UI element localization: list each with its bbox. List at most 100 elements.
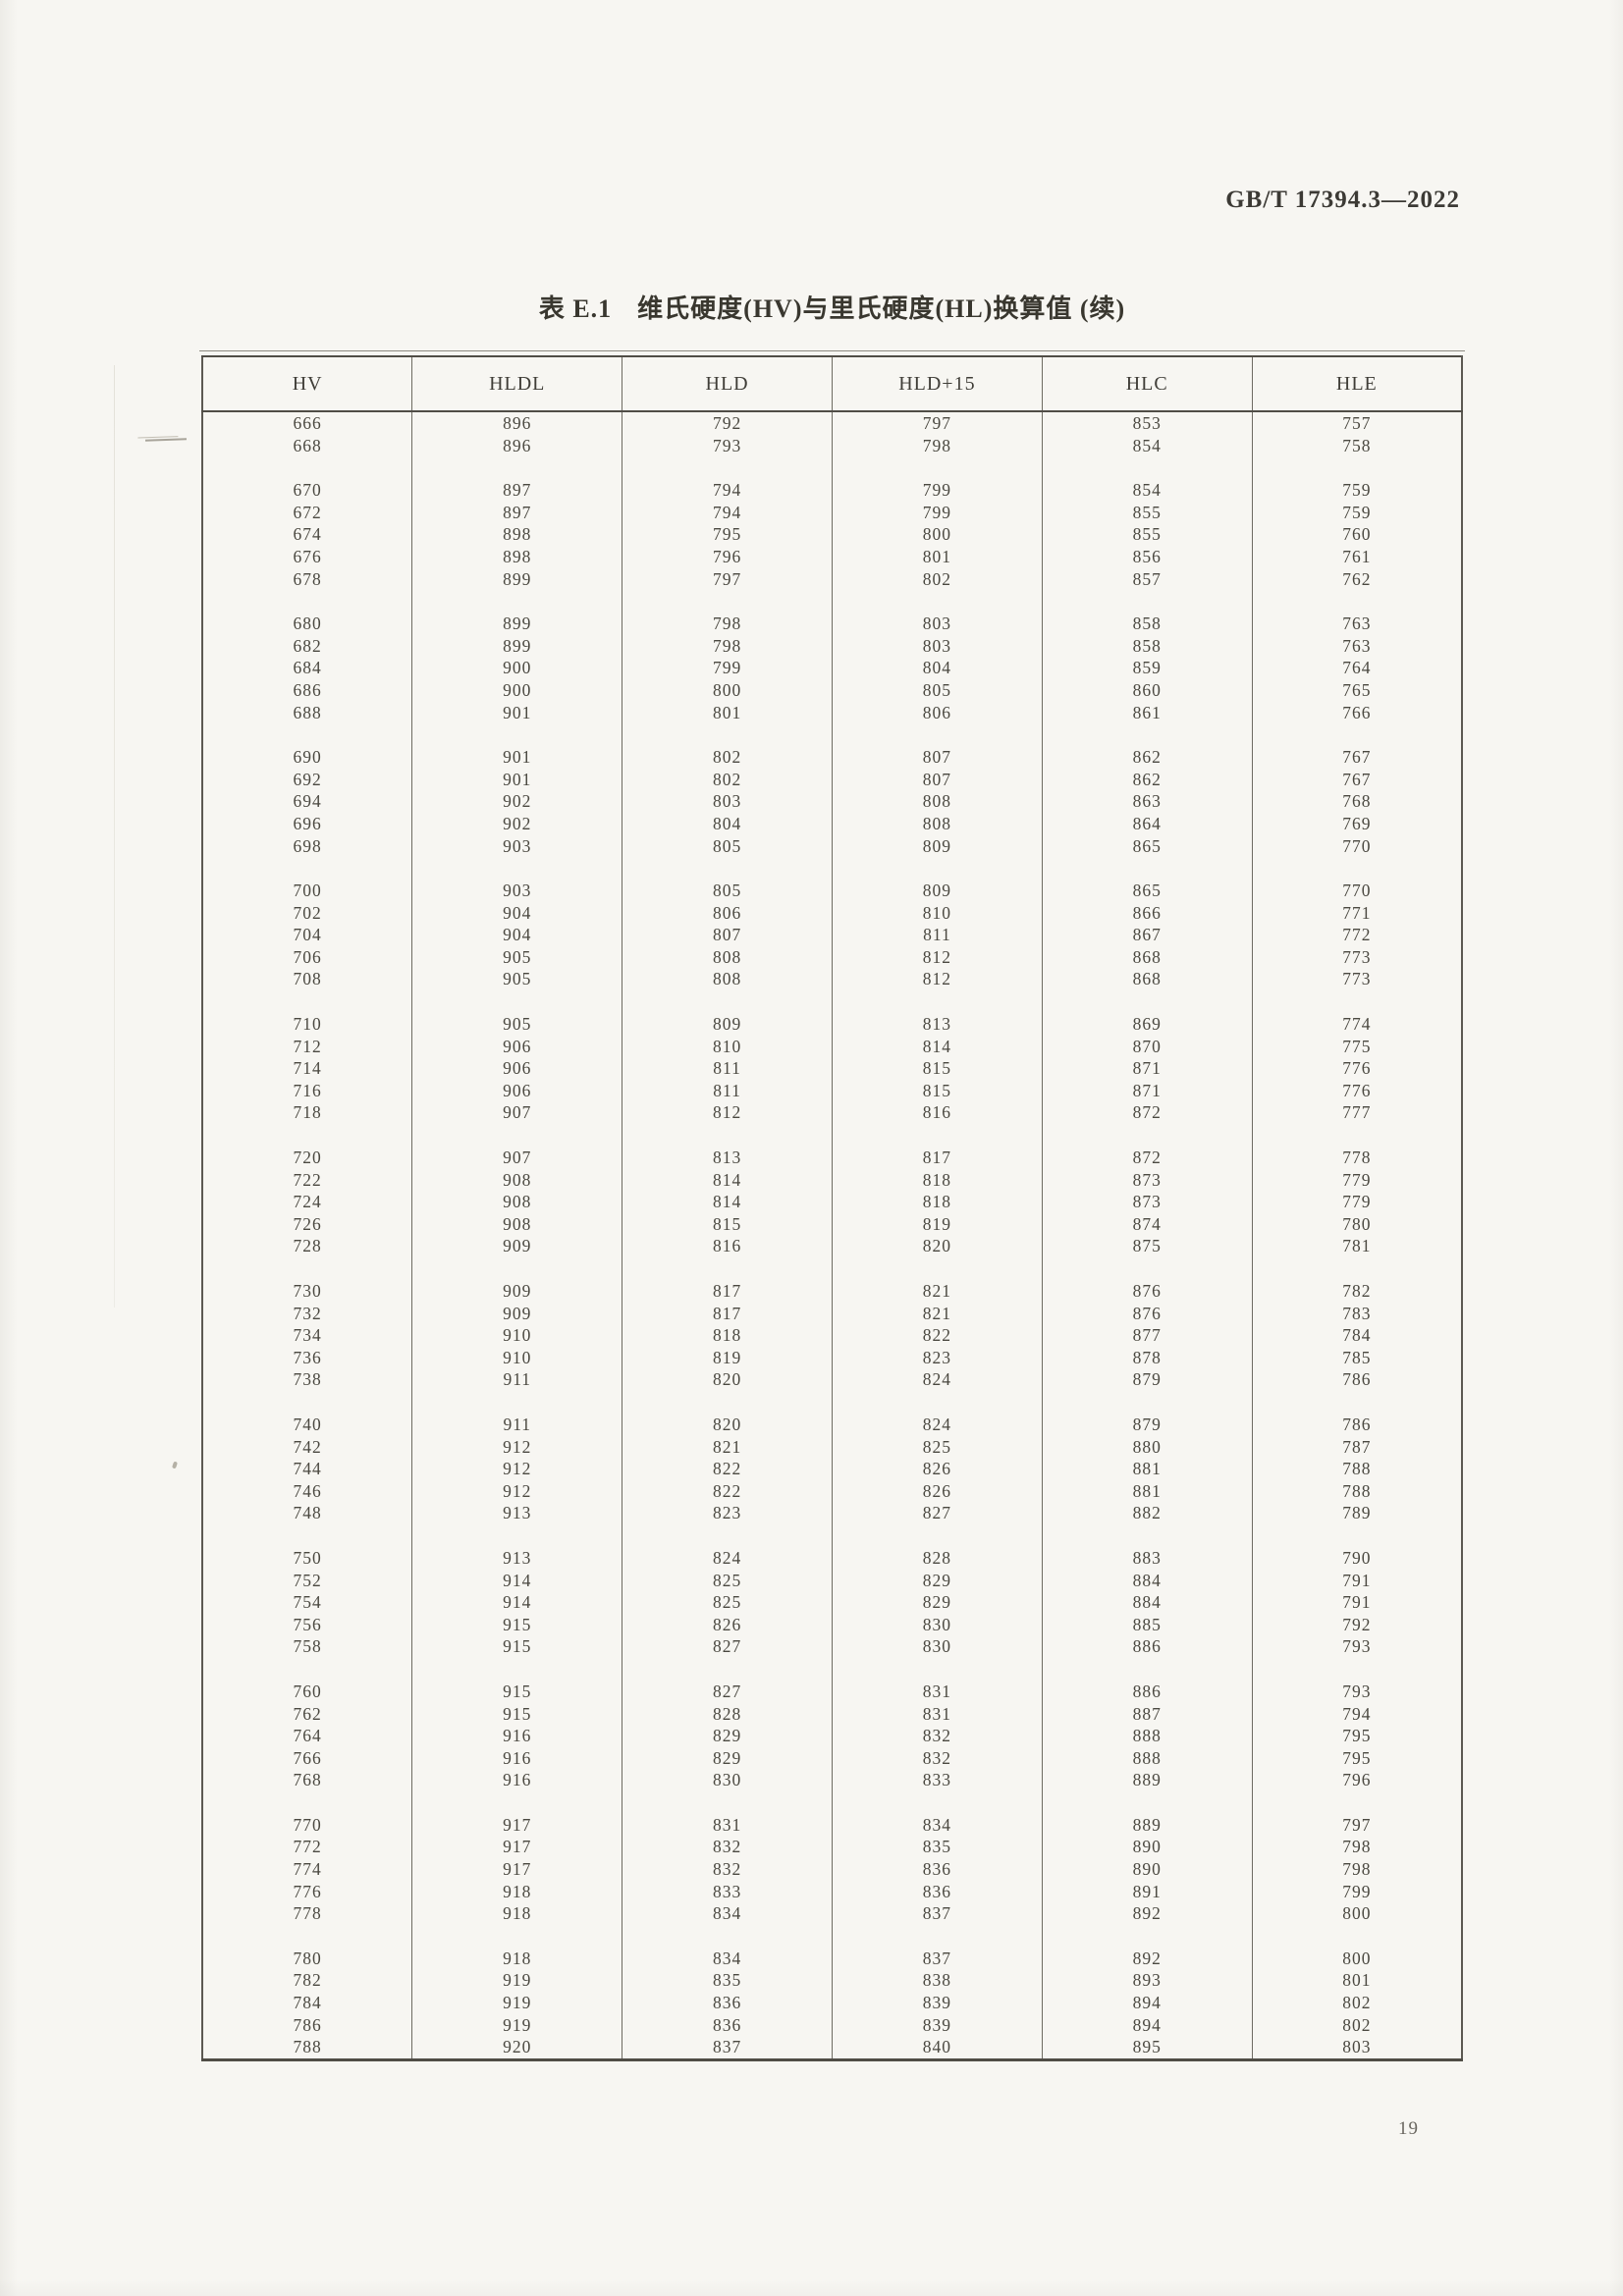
cell-hldl: 903 <box>411 834 623 858</box>
gap-cell <box>1252 1124 1462 1147</box>
cell-hld: 823 <box>622 1502 833 1524</box>
column-header-hlc: HLC <box>1042 356 1253 412</box>
cell-hv: 674 <box>202 523 413 546</box>
cell-hld: 832 <box>622 1836 833 1859</box>
cell-hlc: 889 <box>1042 1769 1253 1791</box>
cell-hv: 702 <box>202 901 413 925</box>
table-row: 672 897 794 799 855 759 <box>202 501 1462 524</box>
cell-hv: 782 <box>202 1969 413 1993</box>
table-row: 772 917 832 835 890 798 <box>202 1836 1462 1859</box>
cell-hlc: 879 <box>1042 1413 1253 1436</box>
cell-hv: 768 <box>202 1769 413 1791</box>
cell-hldl: 910 <box>411 1346 623 1369</box>
cell-hlc: 886 <box>1042 1635 1253 1658</box>
cell-hle: 776 <box>1342 1058 1372 1079</box>
cell-hld: 826 <box>622 1613 833 1636</box>
table-row: 688 901 801 806 861 766 <box>202 701 1462 724</box>
cell-hv: 724 <box>202 1191 413 1213</box>
cell-hle: 780 <box>1342 1213 1372 1234</box>
cell-hlc: 864 <box>1042 812 1253 835</box>
cell-hlc: 873 <box>1042 1168 1253 1192</box>
cell-hldl: 919 <box>411 1969 623 1993</box>
cell-hle: 798 <box>1342 1859 1372 1880</box>
table-row: 764 916 829 832 888 795 <box>202 1725 1462 1747</box>
table-row: 758 915 827 830 886 793 <box>202 1635 1462 1658</box>
cell-hle: 793 <box>1342 1681 1372 1701</box>
cell-hldl: 905 <box>411 945 623 969</box>
cell-hld: 831 <box>622 1813 833 1837</box>
cell-hle: 795 <box>1342 1726 1372 1746</box>
cell-hlc: 894 <box>1042 1992 1253 2014</box>
cell-hle: 782 <box>1342 1281 1372 1301</box>
table-row: 686 900 800 805 860 765 <box>202 678 1462 702</box>
gap-cell <box>832 1523 1043 1547</box>
table-row: 724 908 814 818 873 779 <box>202 1191 1462 1213</box>
cell-hlc: 865 <box>1042 834 1253 858</box>
group-gap-row <box>202 1924 1462 1948</box>
cell-hlc: 874 <box>1042 1212 1253 1236</box>
gap-cell <box>202 590 413 614</box>
cell-hld: 836 <box>622 1992 833 2014</box>
group-gap-row <box>202 1390 1462 1414</box>
cell-hldl: 901 <box>411 746 623 769</box>
cell-hlc: 871 <box>1042 1079 1253 1102</box>
cell-hle: 785 <box>1342 1347 1372 1367</box>
cell-hlc: 893 <box>1042 1969 1253 1993</box>
cell-hle: 777 <box>1342 1102 1372 1123</box>
cell-hv: 726 <box>202 1212 413 1236</box>
cell-hldplus15: 807 <box>832 746 1043 769</box>
cell-hlc: 873 <box>1042 1191 1253 1213</box>
cell-hv: 718 <box>202 1101 413 1125</box>
cell-hv: 776 <box>202 1880 413 1903</box>
table-row: 690 901 802 807 862 767 <box>202 746 1462 769</box>
cell-hv: 692 <box>202 768 413 791</box>
cell-hle: 768 <box>1342 791 1372 812</box>
group-gap-row <box>202 1257 1462 1280</box>
gap-cell <box>622 1257 833 1280</box>
cell-hldplus15: 820 <box>832 1235 1043 1257</box>
cell-hv: 688 <box>202 701 413 724</box>
cell-hld: 834 <box>622 1902 833 1925</box>
cell-hlc: 868 <box>1042 968 1253 991</box>
scan-artifact-dash <box>144 438 188 442</box>
cell-hldplus15: 822 <box>832 1324 1043 1347</box>
cell-hldl: 902 <box>411 812 623 835</box>
cell-hldplus15: 813 <box>832 1013 1043 1036</box>
cell-hldplus15: 839 <box>832 1992 1043 2014</box>
cell-hv: 774 <box>202 1858 413 1881</box>
gap-cell <box>622 1924 833 1948</box>
cell-hlc: 895 <box>1042 2036 1253 2060</box>
table-row: 750 913 824 828 883 790 <box>202 1546 1462 1570</box>
table-row: 694 902 803 808 863 768 <box>202 790 1462 813</box>
cell-hld: 820 <box>622 1368 833 1391</box>
cell-hlc: 875 <box>1042 1235 1253 1257</box>
cell-hldplus15: 834 <box>832 1813 1043 1837</box>
gap-cell <box>832 990 1043 1014</box>
gap-cell <box>202 1924 413 1948</box>
table-row: 726 908 815 819 874 780 <box>202 1212 1462 1236</box>
cell-hldplus15: 826 <box>832 1479 1043 1503</box>
cell-hldplus15: 824 <box>832 1368 1043 1391</box>
cell-hldl: 906 <box>411 1035 623 1058</box>
cell-hle: 773 <box>1342 969 1372 989</box>
group-gap-row <box>202 456 1462 480</box>
cell-hldplus15: 807 <box>832 768 1043 791</box>
column-header-hldplus15: HLD+15 <box>832 356 1043 412</box>
cell-hle: 763 <box>1342 635 1372 656</box>
table-row: 756 915 826 830 885 792 <box>202 1613 1462 1636</box>
table-row: 744 912 822 826 881 788 <box>202 1458 1462 1480</box>
group-gap-row <box>202 990 1462 1014</box>
cell-hldl: 896 <box>411 434 623 457</box>
cell-hv: 740 <box>202 1413 413 1436</box>
cell-hle: 791 <box>1342 1592 1372 1613</box>
table-row: 696 902 804 808 864 769 <box>202 812 1462 835</box>
table-row: 668 896 793 798 854 758 <box>202 434 1462 457</box>
cell-hldplus15: 831 <box>832 1702 1043 1726</box>
gap-cell <box>411 456 623 480</box>
standard-number: GB/T 17394.3—2022 <box>1225 187 1460 213</box>
cell-hldl: 915 <box>411 1635 623 1658</box>
cell-hld: 824 <box>622 1546 833 1570</box>
cell-hldl: 909 <box>411 1302 623 1325</box>
cell-hlc: 856 <box>1042 545 1253 568</box>
cell-hlc: 869 <box>1042 1013 1253 1036</box>
